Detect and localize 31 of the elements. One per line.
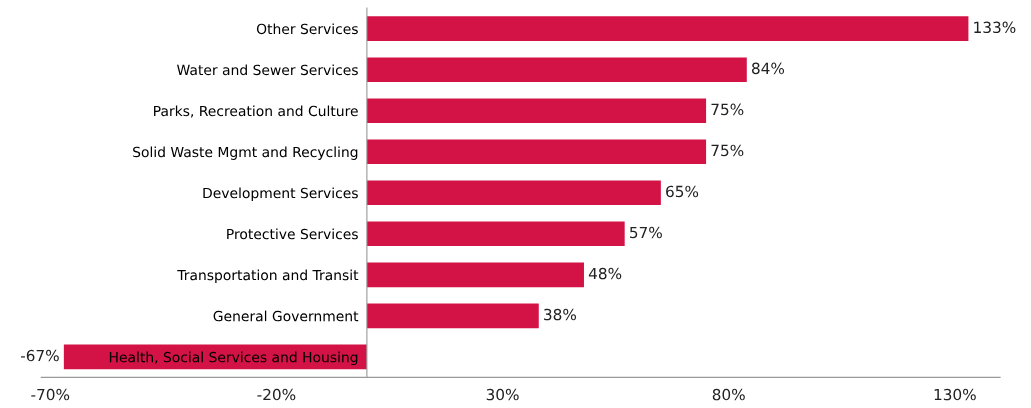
bar xyxy=(366,221,625,247)
x-tick-label: -70% xyxy=(31,388,70,401)
bar xyxy=(366,139,707,165)
data-label: 38% xyxy=(544,308,577,321)
data-label: 48% xyxy=(588,267,622,280)
y-tick-label: Solid Waste Mgmt and Recycling xyxy=(133,146,358,160)
y-tick-label: Development Services xyxy=(203,187,358,201)
bar xyxy=(366,262,584,288)
bar xyxy=(366,57,747,83)
y-tick-label: Transportation and Transit xyxy=(177,269,359,283)
x-tick-label: -20% xyxy=(257,388,296,401)
bar xyxy=(366,98,707,124)
data-label: 75% xyxy=(711,103,744,116)
data-label: 57% xyxy=(630,226,662,239)
y-tick-label: General Government xyxy=(213,310,359,322)
y-tick-label: Parks, Recreation and Culture xyxy=(154,105,358,118)
x-tick-label: 30% xyxy=(486,388,519,401)
data-label: 65% xyxy=(666,185,699,198)
y-tick-label: Water and Sewer Services xyxy=(177,64,358,76)
bar xyxy=(366,303,539,329)
data-label: -67% xyxy=(20,349,59,362)
bar xyxy=(366,180,661,206)
y-tick-label: Other Services xyxy=(256,23,358,35)
x-tick-label: 80% xyxy=(712,388,745,401)
data-label: 75% xyxy=(711,144,744,157)
data-label: 84% xyxy=(752,62,785,75)
y-tick-label: Health, Social Services and Housing xyxy=(109,351,358,366)
bar xyxy=(366,16,969,41)
y-tick-label: Protective Services xyxy=(227,228,358,240)
data-label: 133% xyxy=(974,21,1016,34)
x-tick-label: 130% xyxy=(934,388,976,401)
